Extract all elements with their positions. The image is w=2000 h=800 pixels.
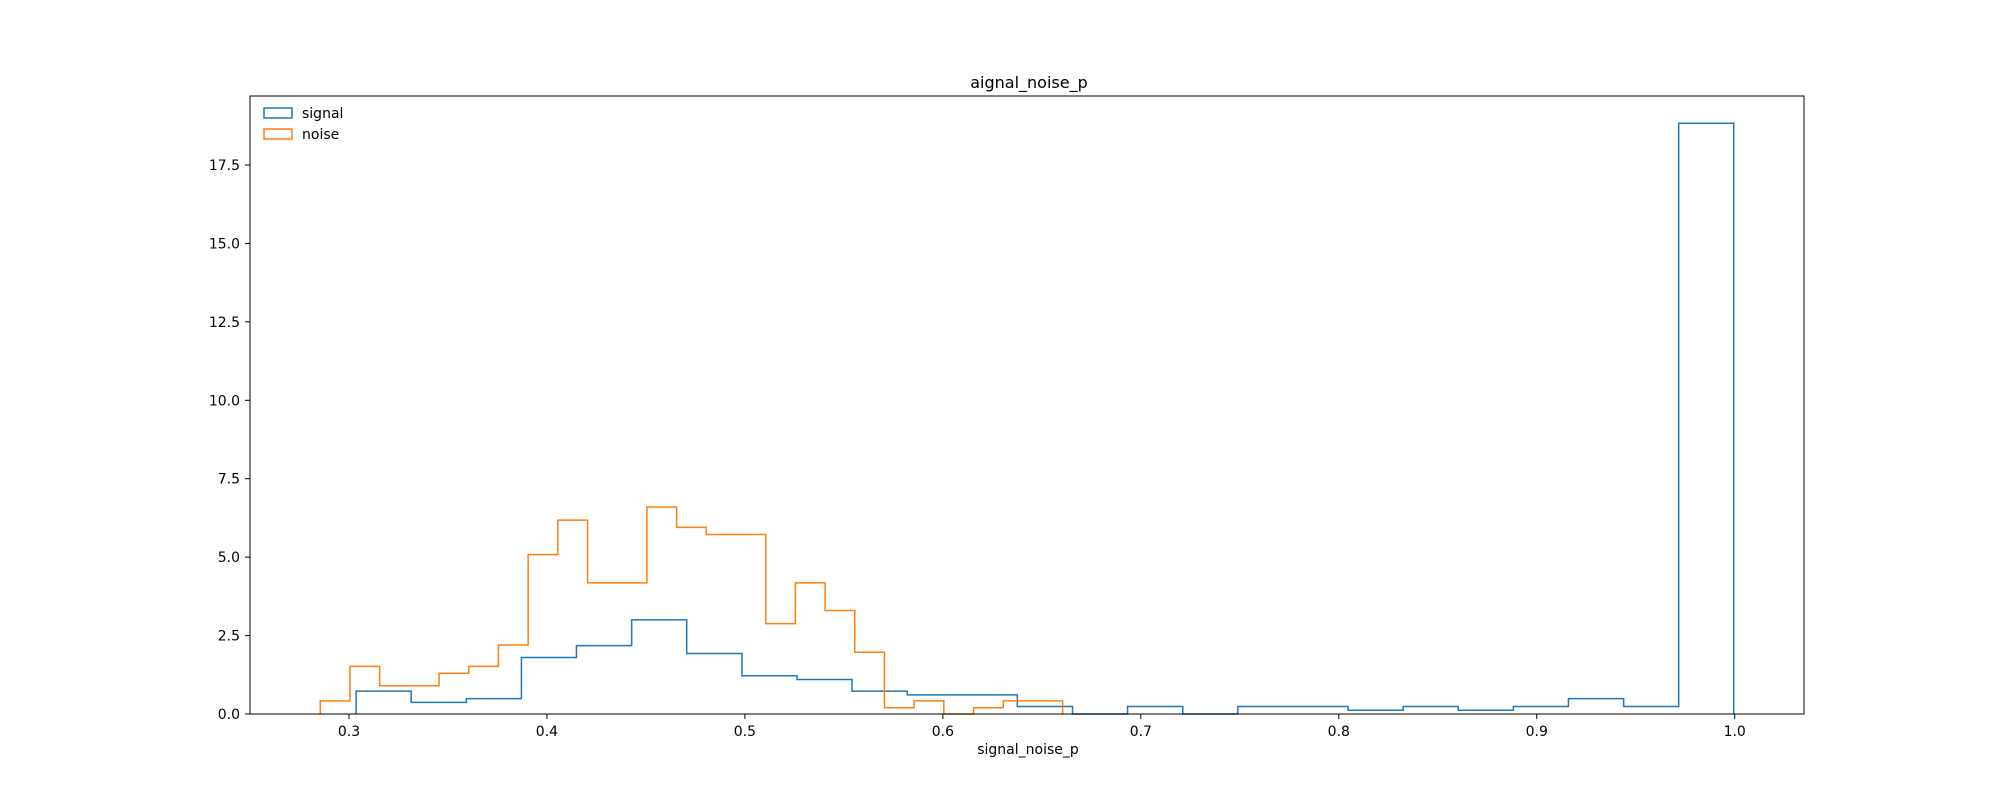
noise-bin [320, 701, 350, 714]
noise-bin [439, 673, 469, 714]
signal-bin [1624, 706, 1679, 714]
noise-bin [974, 708, 1004, 714]
x-axis-label: signal_noise_p [977, 742, 1079, 758]
noise-bin [795, 583, 825, 714]
legend: signal noise [263, 106, 343, 143]
noise-bin [528, 555, 558, 714]
signal-bin [1293, 706, 1348, 714]
signal-bin [1458, 710, 1513, 714]
x-tick-label: 1.0 [1724, 724, 1746, 740]
noise-bin [706, 535, 736, 714]
signal-bin [1348, 710, 1403, 714]
x-tick-label: 0.3 [338, 724, 360, 740]
noise-bin [469, 666, 499, 714]
signal-bin [1513, 706, 1568, 714]
y-tick-label: 12.5 [209, 315, 240, 331]
x-tick-label: 0.5 [734, 724, 756, 740]
noise-bin [647, 507, 677, 714]
series-outline-signal [355, 122, 1735, 715]
y-tick-label: 15.0 [209, 236, 240, 252]
noise-bin [1003, 701, 1033, 714]
noise-bin [350, 666, 380, 714]
noise-bin [588, 583, 618, 714]
noise-bin [914, 701, 944, 714]
y-axis: 0.0 2.5 5.0 7.5 10.0 12.5 15.0 17.5 [209, 158, 250, 723]
x-axis: 0.3 0.4 0.5 0.6 0.7 0.8 0.9 1.0 [338, 714, 1746, 740]
noise-bin [617, 583, 647, 714]
x-tick-label: 0.8 [1328, 724, 1350, 740]
legend-item-noise: noise [263, 127, 339, 143]
noise-bin [558, 520, 588, 714]
noise-bin [825, 610, 855, 714]
signal-bin [1128, 706, 1183, 714]
y-tick-label: 2.5 [218, 629, 240, 645]
series-layer [319, 122, 1735, 715]
noise-bin [380, 686, 410, 714]
x-tick-label: 0.4 [536, 724, 558, 740]
y-tick-label: 10.0 [209, 393, 240, 409]
y-tick-label: 17.5 [209, 158, 240, 174]
x-tick-label: 0.6 [932, 724, 954, 740]
signal-bin [1403, 706, 1458, 714]
noise-bin [409, 686, 439, 714]
series-signal [355, 122, 1735, 715]
signal-bin [1238, 706, 1293, 714]
chart-title: aignal_noise_p [970, 73, 1088, 93]
signal-bin [1568, 699, 1623, 714]
legend-label: noise [302, 127, 339, 143]
noise-bin [677, 527, 707, 714]
x-tick-label: 0.9 [1526, 724, 1548, 740]
legend-swatch [263, 107, 293, 119]
legend-swatch [263, 128, 293, 140]
noise-bin [766, 624, 796, 714]
noise-bin [884, 708, 914, 714]
x-tick-label: 0.7 [1130, 724, 1152, 740]
noise-bin [498, 645, 528, 714]
series-outline-noise [319, 506, 1064, 715]
series-noise [319, 506, 1064, 715]
noise-bin [1033, 701, 1063, 714]
legend-label: signal [302, 106, 343, 122]
y-tick-label: 7.5 [218, 472, 240, 488]
legend-item-signal: signal [263, 106, 343, 122]
signal-bin [1679, 123, 1734, 714]
y-tick-label: 5.0 [218, 550, 240, 566]
noise-bin [736, 535, 766, 714]
plot-frame [249, 95, 1805, 715]
noise-bin [855, 652, 885, 714]
y-tick-label: 0.0 [218, 707, 240, 723]
